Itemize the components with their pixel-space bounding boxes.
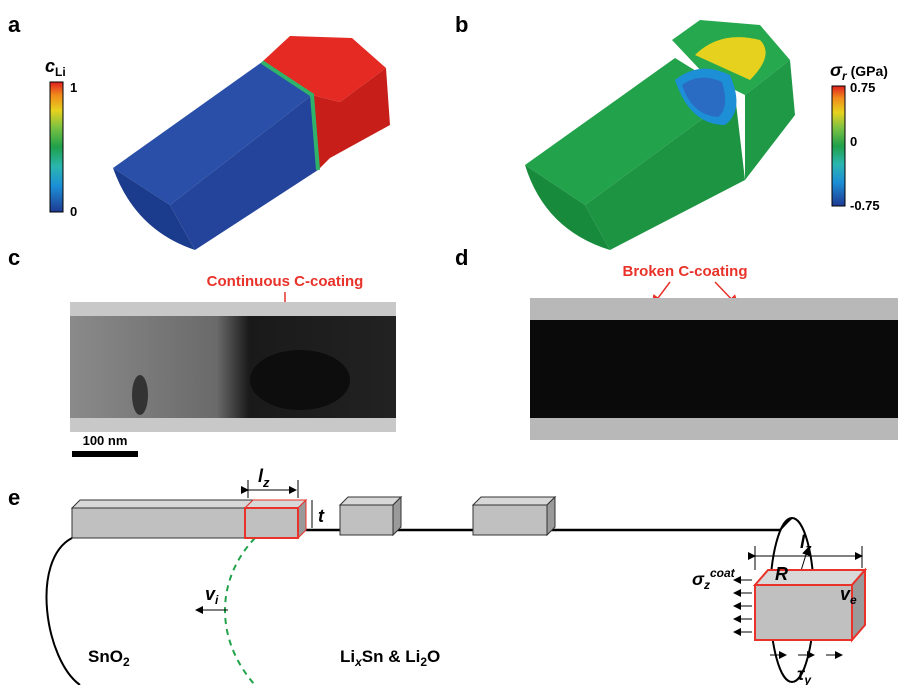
material-label: LixSn & Li2O xyxy=(340,647,440,669)
colorbar xyxy=(832,86,845,206)
colorbar xyxy=(50,82,63,212)
thickness-label: t xyxy=(318,506,325,526)
panel-label: a xyxy=(8,12,21,37)
panel-label: c xyxy=(8,245,20,270)
scale-bar xyxy=(72,451,138,457)
panel-label: e xyxy=(8,485,20,510)
subscript: Li xyxy=(55,65,66,79)
subscript: z xyxy=(703,578,710,592)
colorbar-tick: 0 xyxy=(850,134,857,149)
subscript: i xyxy=(215,593,219,607)
colorbar-tick: 0 xyxy=(70,204,77,219)
annotation: Continuous C-coating xyxy=(207,273,364,290)
text: Li xyxy=(340,647,355,666)
radius-label: R xyxy=(775,564,788,584)
stress-label: σzcoat xyxy=(692,566,736,592)
colorbar-tick: 0.75 xyxy=(850,80,875,95)
scale-bar-label: 100 nm xyxy=(83,433,128,448)
length-label: lz xyxy=(258,466,270,490)
schematic xyxy=(46,480,865,685)
unit: (GPa) xyxy=(851,63,888,79)
lithiation-model xyxy=(113,36,390,250)
colorbar-tick: 1 xyxy=(70,80,77,95)
velocity-label: vi xyxy=(205,584,219,607)
figure: a cLi 1 0 b σr(GPa) 0.75 0 -0.75 c Conti… xyxy=(0,0,901,685)
subscript: y xyxy=(803,673,812,685)
subscript: z xyxy=(262,475,270,490)
stress-model xyxy=(525,20,795,250)
panel-label: d xyxy=(455,245,468,270)
material-label: SnO2 xyxy=(88,647,130,669)
annotation: Broken C-coating xyxy=(622,263,747,280)
tem-image xyxy=(530,298,898,440)
subscript: z xyxy=(804,541,812,556)
colorbar-tick: -0.75 xyxy=(850,198,880,213)
text: Sn & Li xyxy=(362,647,421,666)
text: O xyxy=(427,647,440,666)
tem-image xyxy=(70,302,396,432)
subscript: 2 xyxy=(123,655,130,669)
symbol: c xyxy=(45,56,55,76)
superscript: coat xyxy=(710,566,736,580)
colorbar-title: cLi xyxy=(45,56,66,79)
subscript: r xyxy=(842,69,848,83)
subscript: e xyxy=(850,593,857,607)
panel-label: b xyxy=(455,12,468,37)
text: SnO xyxy=(88,647,123,666)
